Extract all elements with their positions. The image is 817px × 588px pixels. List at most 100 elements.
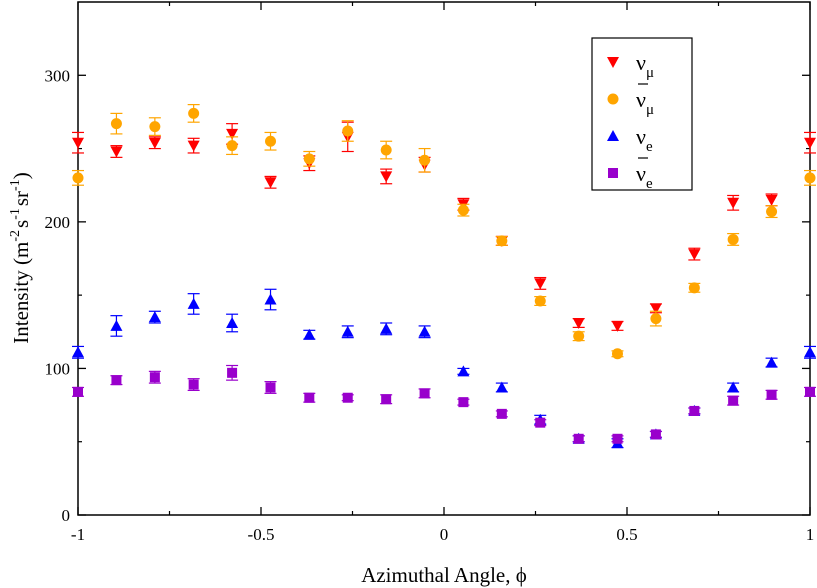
data-point-numu [226,128,239,140]
data-point-numubar [650,313,662,325]
data-marks [72,103,816,449]
legend-label-main: ν [636,161,646,186]
data-point-nue [457,365,470,377]
data-point-nuebar [805,386,815,397]
series-numubar [72,103,816,360]
data-point-numubar [149,121,161,133]
data-point-nuebar [381,394,392,405]
data-point-nuebar [728,395,739,406]
data-point-numu [534,278,547,290]
x-tick-label: 0.5 [616,525,637,544]
data-point-nuebar [496,408,507,419]
data-point-nue [380,322,393,334]
x-tick-label: -0.5 [248,525,275,544]
data-point-numubar [72,172,84,184]
legend-label-main: ν [636,87,646,112]
data-point-numubar [265,135,277,147]
plot-frame [77,1,811,516]
x-tick-label: -1 [71,525,85,544]
legend-label-sub: e [646,176,653,192]
data-point-nuebar [535,417,546,428]
data-point-numubar [534,295,546,307]
data-point-nue [303,328,316,340]
series-nue [72,288,816,449]
data-point-nue [187,297,200,309]
y-axis-title-sup1: -2 [8,230,23,242]
legend-label-main: ν [636,50,646,75]
legend-box [591,37,693,191]
data-point-nuebar [265,382,276,393]
data-point-numubar [496,235,508,247]
data-point-nue [148,311,161,323]
y-axis-title-mid1: s [9,220,33,228]
legend-label-sub: μ [646,65,654,81]
data-point-numu [804,137,816,149]
legend-label-numu: νμ [636,50,654,81]
data-point-numu [727,197,740,209]
series-numu [72,121,816,332]
y-tick-label: 300 [45,66,71,85]
data-point-numu [187,140,200,152]
data-point-nuebar [304,392,315,403]
data-point-nuebar [73,386,83,397]
data-point-numu [611,320,624,332]
data-point-nue [110,319,123,331]
data-point-nuebar [766,389,777,400]
data-point-nue [727,381,740,393]
data-point-nuebar [419,388,430,399]
data-point-nue [495,381,508,393]
data-point-nue [264,293,277,305]
y-axis-title-main: Intensity (m [9,242,33,344]
y-tick-label: 200 [45,213,71,232]
data-point-nuebar [227,367,238,378]
data-point-nuebar [573,433,584,444]
x-tick-label: 1 [806,525,815,544]
data-point-numubar [380,144,392,156]
data-point-nue [765,356,778,368]
data-point-numubar [766,206,778,218]
data-point-numubar [688,282,700,294]
data-point-nue [72,346,84,358]
data-point-nuebar [149,372,160,383]
data-point-numubar [804,172,816,184]
legend-label-sub: e [646,139,653,155]
data-point-nuebar [612,433,623,444]
y-tick-label: 100 [45,359,71,378]
legend-marker-numubar [607,93,619,105]
y-tick-label: 0 [62,506,71,525]
legend-label-numubar: νμ [636,87,654,118]
data-point-nuebar [458,397,469,408]
series-nuebar [72,364,816,444]
data-point-numu [380,171,393,183]
data-point-numubar [457,204,469,216]
data-point-nue [341,325,354,337]
data-point-nue [226,316,239,328]
data-point-numu [110,146,123,158]
legend-label-nue: νe [636,124,653,155]
data-point-numubar [419,154,431,166]
legend-marker-numu [607,57,619,68]
x-axis-title: Azimuthal Angle, ϕ [361,563,527,587]
axis-tick-labels: -1 -0.5 0 0.5 1 0 100 200 300 [45,66,815,544]
data-point-numubar [573,330,585,342]
data-point-numubar [226,140,238,152]
data-point-nue [804,346,816,358]
y-axis-title: Intensity (m-2s-1sr-1) [8,172,33,343]
data-point-nuebar [188,379,199,390]
legend-marker-nuebar [608,168,618,178]
data-point-numu [148,137,161,149]
data-point-numubar [110,118,122,130]
data-point-numu [649,303,662,315]
data-point-numu [688,249,701,261]
legend-marker-nue [607,130,619,141]
data-point-numu [765,194,778,206]
y-axis-title-end: ) [9,172,33,179]
legend-label-main: ν [636,124,646,149]
legend-label-sub: μ [646,102,654,118]
y-axis-title-sup2: -1 [8,208,23,220]
data-point-numu [72,137,84,149]
data-point-numu [572,317,585,329]
data-point-numubar [303,153,315,165]
